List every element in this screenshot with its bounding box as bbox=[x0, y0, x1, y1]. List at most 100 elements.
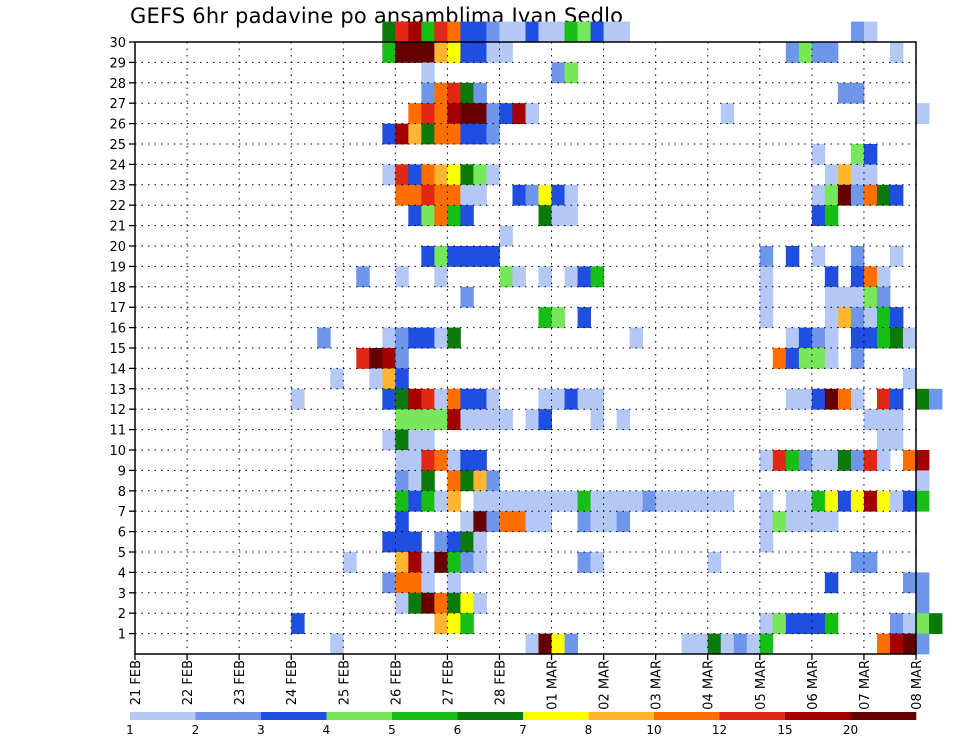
heatmap-cell bbox=[421, 103, 435, 124]
heatmap-cell bbox=[824, 450, 839, 471]
heatmap-cell bbox=[590, 388, 604, 410]
heatmap-cell bbox=[395, 388, 409, 410]
heatmap-cell bbox=[603, 490, 618, 512]
heatmap-cell bbox=[421, 246, 435, 267]
heatmap-cell bbox=[538, 184, 552, 206]
heatmap-cell bbox=[395, 42, 409, 63]
heatmap-cell bbox=[486, 164, 500, 186]
heatmap-cell bbox=[460, 205, 474, 226]
heatmap-cell bbox=[343, 552, 357, 573]
heatmap-cell bbox=[317, 327, 331, 349]
heatmap-cell bbox=[850, 164, 865, 186]
heatmap-cell bbox=[863, 552, 878, 573]
colorbar-swatch bbox=[392, 712, 458, 720]
heatmap-cell bbox=[486, 42, 500, 63]
heatmap-cell bbox=[824, 511, 839, 532]
heatmap-cell bbox=[421, 552, 435, 573]
heatmap-cell bbox=[395, 511, 409, 532]
heatmap-cell bbox=[447, 327, 461, 349]
heatmap-cell bbox=[356, 348, 370, 369]
colorbar-label: 3 bbox=[257, 723, 265, 737]
heatmap-cell bbox=[382, 429, 396, 451]
heatmap-cell bbox=[434, 592, 448, 614]
colorbar-label: 20 bbox=[843, 723, 858, 737]
heatmap-cell bbox=[473, 511, 487, 532]
heatmap-cell bbox=[499, 225, 513, 247]
heatmap-cell bbox=[408, 429, 422, 451]
y-tick-label: 3 bbox=[118, 587, 126, 602]
heatmap-cell bbox=[447, 42, 461, 63]
heatmap-cell bbox=[824, 205, 839, 226]
heatmap-cell bbox=[460, 450, 474, 471]
heatmap-cell bbox=[889, 613, 904, 634]
heatmap-cell bbox=[395, 164, 409, 186]
heatmap-cell bbox=[447, 164, 461, 186]
heatmap-cell bbox=[590, 552, 604, 573]
x-tick-label: 03 MAR bbox=[650, 660, 665, 710]
heatmap-cell bbox=[486, 490, 500, 512]
heatmap-cell bbox=[889, 184, 904, 206]
heatmap-cell bbox=[590, 409, 604, 430]
heatmap-cell bbox=[395, 572, 409, 594]
x-tick-label: 21 FEB bbox=[129, 660, 144, 705]
x-tick-label: 05 MAR bbox=[754, 660, 769, 710]
heatmap-cell bbox=[837, 82, 852, 104]
heatmap-cell bbox=[916, 470, 930, 492]
heatmap-cell bbox=[577, 552, 591, 573]
colorbar-swatch bbox=[195, 712, 262, 720]
heatmap-cell bbox=[863, 307, 878, 328]
heatmap-cell bbox=[408, 388, 422, 410]
heatmap-cell bbox=[798, 511, 813, 532]
heatmap-cell bbox=[447, 450, 461, 471]
heatmap-cell bbox=[876, 388, 891, 410]
heatmap-cell bbox=[876, 450, 891, 471]
heatmap-cell bbox=[785, 42, 800, 63]
heatmap-cell bbox=[824, 388, 839, 410]
heatmap-cell bbox=[473, 42, 487, 63]
heatmap-cell bbox=[785, 246, 800, 267]
heatmap-cell bbox=[850, 348, 865, 369]
heatmap-cell bbox=[421, 450, 435, 471]
heatmap-cell bbox=[889, 388, 904, 410]
heatmap-cell bbox=[916, 592, 930, 614]
y-tick-label: 13 bbox=[109, 383, 126, 398]
heatmap-cell bbox=[629, 490, 644, 512]
heatmap-cell bbox=[382, 572, 396, 594]
colorbar-label: 15 bbox=[777, 723, 792, 737]
heatmap-cell bbox=[525, 633, 539, 655]
heatmap-cell bbox=[460, 286, 474, 308]
heatmap-cell bbox=[395, 123, 409, 145]
heatmap-cell bbox=[876, 633, 891, 655]
x-tick-label: 06 MAR bbox=[806, 660, 821, 710]
heatmap-cell bbox=[811, 144, 826, 165]
heatmap-cell bbox=[525, 409, 539, 430]
heatmap-cell bbox=[551, 490, 565, 512]
heatmap-cell bbox=[720, 633, 735, 655]
y-tick-label: 16 bbox=[109, 322, 126, 337]
heatmap-cell bbox=[902, 450, 917, 471]
heatmap-cell bbox=[837, 490, 852, 512]
heatmap-cell bbox=[837, 388, 852, 410]
colorbar-label: 8 bbox=[585, 723, 593, 737]
heatmap-cell bbox=[746, 633, 761, 655]
heatmap-cell bbox=[460, 511, 474, 532]
heatmap-cell bbox=[876, 286, 891, 308]
heatmap-cell bbox=[434, 388, 448, 410]
heatmap-cell bbox=[434, 42, 448, 63]
y-tick-label: 21 bbox=[109, 220, 126, 235]
heatmap-cell bbox=[889, 633, 904, 655]
heatmap-cell bbox=[434, 123, 448, 145]
heatmap-cell bbox=[551, 633, 565, 655]
y-tick-label: 15 bbox=[109, 342, 126, 357]
heatmap-cell bbox=[369, 368, 383, 390]
heatmap-cell bbox=[785, 490, 800, 512]
heatmap-cell bbox=[850, 490, 865, 512]
heatmap-cell bbox=[916, 388, 930, 410]
heatmap-cell bbox=[824, 613, 839, 634]
heatmap-cell bbox=[486, 409, 500, 430]
colorbar-label: 7 bbox=[519, 723, 527, 737]
heatmap-cell bbox=[889, 307, 904, 328]
heatmap-cell bbox=[772, 450, 787, 471]
heatmap-cell bbox=[291, 388, 305, 410]
heatmap-cell bbox=[486, 103, 500, 124]
